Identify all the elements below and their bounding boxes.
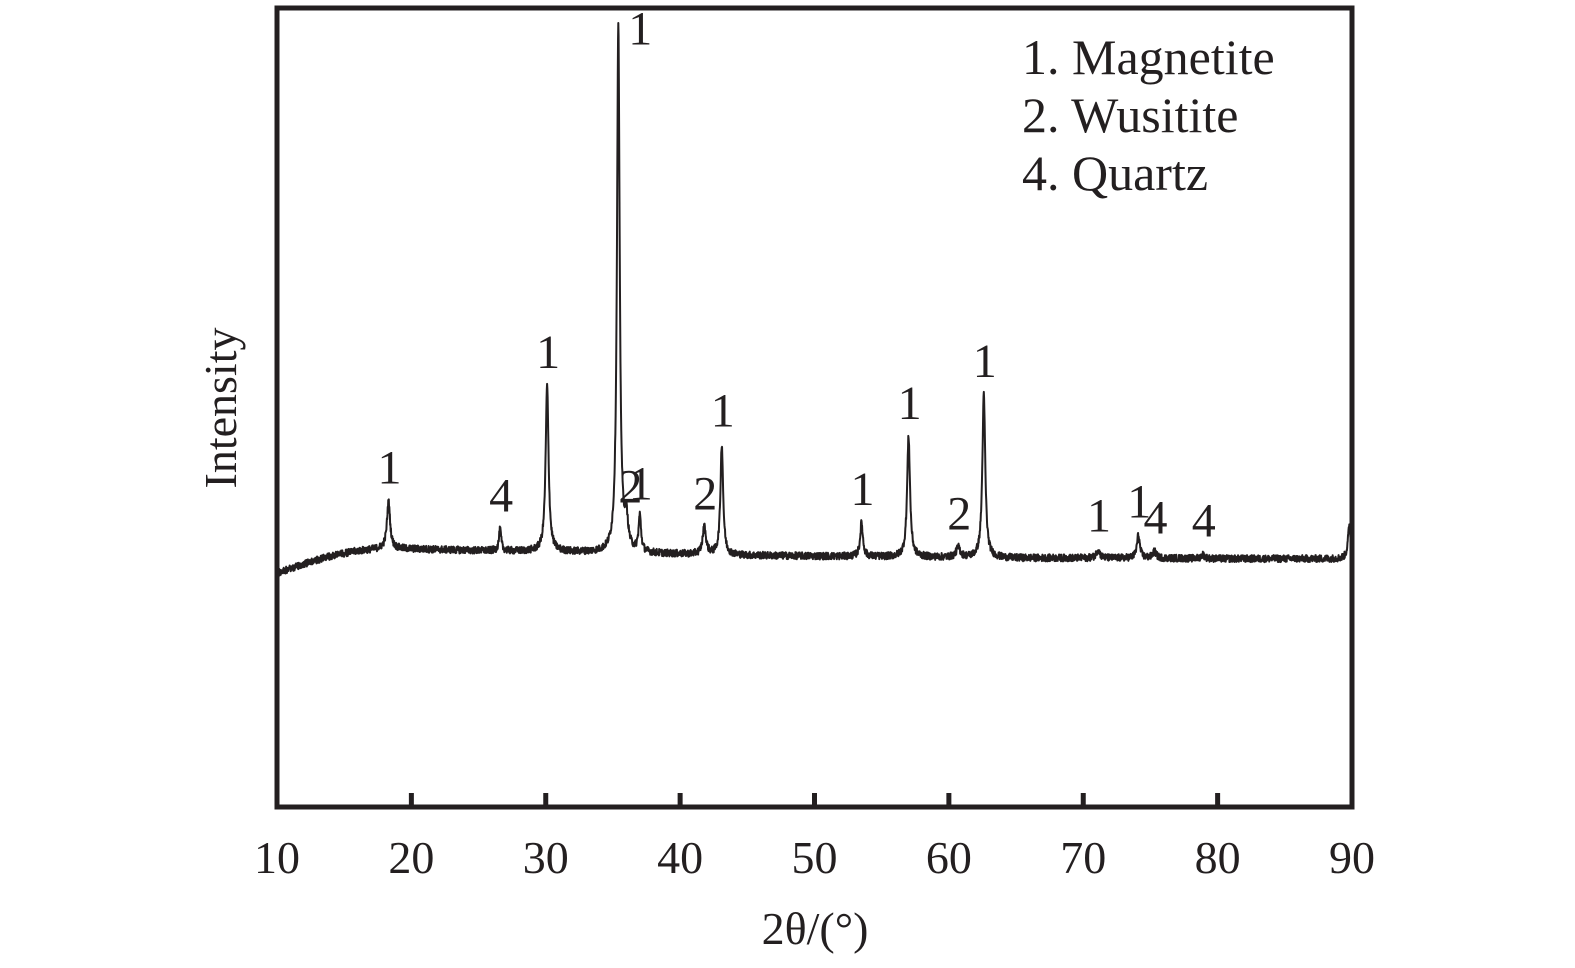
peak-label-4-1: 4 <box>489 470 513 523</box>
peak-label-2-10: 2 <box>947 488 971 541</box>
peak-label-1-2: 1 <box>536 326 560 379</box>
peak-label-4-15: 4 <box>1192 495 1216 548</box>
x-axis-tick-labels: 10 20 30 40 50 60 70 80 90 <box>254 832 1375 883</box>
peak-label-1-7: 1 <box>711 385 735 438</box>
y-axis-label: Intensity <box>195 328 246 489</box>
x-tick-label-60: 60 <box>926 832 972 883</box>
legend-entry-1: 1. Magnetite <box>1022 29 1275 85</box>
peak-label-1-13: 1 <box>1127 475 1151 528</box>
x-tick-label-30: 30 <box>523 832 569 883</box>
x-tick-label-10: 10 <box>254 832 300 883</box>
intensity-trace <box>276 22 1353 577</box>
x-tick-label-90: 90 <box>1329 832 1375 883</box>
legend-entry-2: 2. Wusitite <box>1022 87 1239 143</box>
peak-label-1-11: 1 <box>973 335 997 388</box>
x-tick-label-40: 40 <box>657 832 703 883</box>
peak-label-1-3: 1 <box>628 3 652 56</box>
peak-label-1-9: 1 <box>898 377 922 430</box>
x-axis-ticks <box>274 793 1355 807</box>
x-tick-label-20: 20 <box>388 832 434 883</box>
peak-label-1-5: 1 <box>629 458 653 511</box>
peak-label-2-4: 2 <box>618 461 642 514</box>
x-tick-label-70: 70 <box>1060 832 1106 883</box>
x-tick-label-80: 80 <box>1195 832 1241 883</box>
peak-label-1-12: 1 <box>1087 490 1111 543</box>
x-axis-label: 2θ/(°) <box>762 903 869 954</box>
peak-label-1-0: 1 <box>378 442 402 495</box>
peak-label-4-14: 4 <box>1144 492 1168 545</box>
peak-label-1-8: 1 <box>851 463 875 516</box>
peak-label-2-6: 2 <box>693 467 717 520</box>
x-tick-label-50: 50 <box>792 832 838 883</box>
legend-entry-4: 4. Quartz <box>1022 145 1208 201</box>
